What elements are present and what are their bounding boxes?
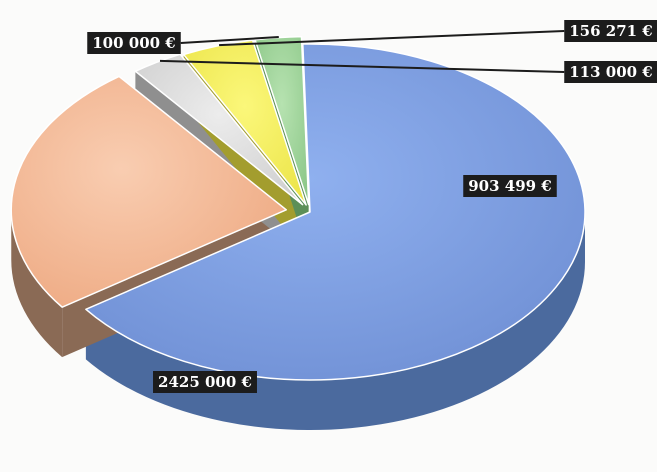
data-label: 156 271 € [564,20,657,42]
pie-slice [134,53,304,206]
slice-side [11,209,63,358]
data-label-box [564,61,657,83]
data-label-box [153,371,257,393]
data-label-text: 156 271 € [569,22,653,40]
leader-line [219,30,565,47]
data-label-box [87,32,181,54]
data-label-text: 903 499 € [468,177,552,195]
pie-slice [10,75,288,308]
leader-line [159,59,565,73]
data-label-text: 2425 000 € [158,373,252,391]
data-label: 903 499 € [463,175,557,197]
slice-tops [10,35,586,381]
data-label: 113 000 € [564,61,657,83]
pie-slice [182,39,307,206]
leader-lines [159,30,565,73]
data-label-box [564,20,657,42]
data-label: 2425 000 € [153,371,257,393]
data-labels: 2425 000 € 903 499 € 113 000 € 156 271 € 100… [87,20,657,393]
data-label-box [463,175,557,197]
data-label-text: 113 000 € [569,63,653,81]
pie-slice [85,43,586,381]
leader-line [180,35,279,44]
data-label-text: 100 000 € [92,34,176,52]
data-label: 100 000 € [87,32,181,54]
